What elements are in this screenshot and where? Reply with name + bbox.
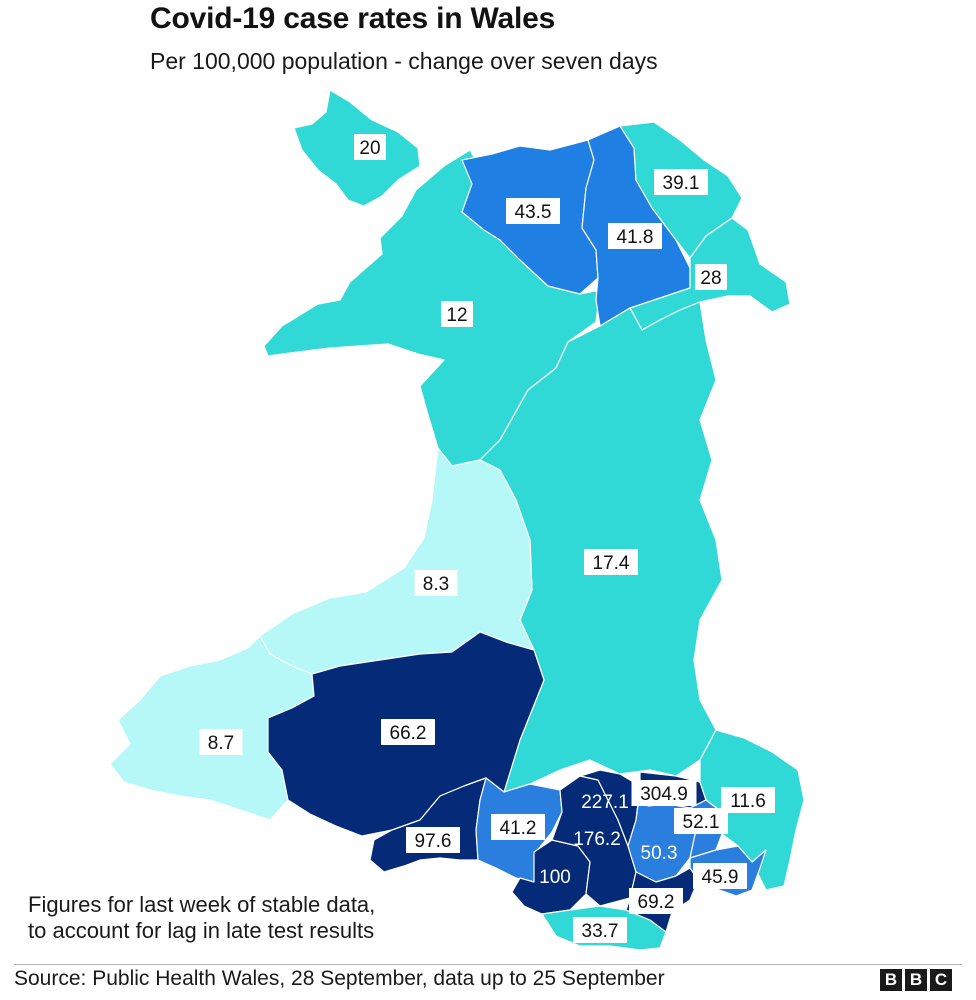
labels-layer: 20 12 43.5 41.8 39.1 28 17.4 8.3 8.7 66.2 97.6 41.2… xyxy=(199,134,775,943)
region-label-flintshire: 39.1 xyxy=(654,169,708,195)
region-label-newport: 45.9 xyxy=(693,863,747,889)
footer-divider xyxy=(14,964,962,965)
region-label-box-swansea xyxy=(406,827,460,853)
region-label-merthyr-tydfil: 227.1 xyxy=(581,792,629,813)
region-label-blaenau-gwent: 304.9 xyxy=(631,780,697,806)
region-value-caerphilly: 50.3 xyxy=(641,843,678,864)
region-value-anglesey: 20 xyxy=(359,138,380,159)
region-label-gwynedd: 12 xyxy=(441,301,473,327)
methodology-note: Figures for last week of stable data, to… xyxy=(28,892,375,944)
region-label-anglesey: 20 xyxy=(354,134,386,160)
region-label-pembrokeshire: 8.7 xyxy=(199,729,243,755)
region-label-rhondda-cynon-taf: 176.2 xyxy=(573,829,621,850)
region-value-powys: 17.4 xyxy=(593,553,630,574)
region-label-conwy: 43.5 xyxy=(506,198,560,224)
region-label-wrexham: 28 xyxy=(695,264,727,290)
region-value-newport: 45.9 xyxy=(702,867,739,888)
region-value-ceredigion: 8.3 xyxy=(423,574,449,595)
region-value-gwynedd: 12 xyxy=(446,305,467,326)
region-value-flintshire: 39.1 xyxy=(663,173,700,194)
note-line-2: to account for lag in late test results xyxy=(28,918,375,943)
region-value-conwy: 43.5 xyxy=(515,202,552,223)
regions-layer xyxy=(109,89,805,951)
bbc-logo-letter-3: C xyxy=(930,969,952,991)
region-label-swansea: 97.6 xyxy=(406,827,460,853)
region-value-torfaen: 52.1 xyxy=(683,812,720,833)
region-label-box-conwy xyxy=(506,198,560,224)
region-value-swansea: 97.6 xyxy=(415,831,452,852)
region-label-box-monmouthshire xyxy=(721,787,775,813)
region-label-ceredigion: 8.3 xyxy=(414,570,458,596)
region-value-pembrokeshire: 8.7 xyxy=(208,733,234,754)
region-value-denbighshire: 41.8 xyxy=(617,227,654,248)
region-label-box-flintshire xyxy=(654,169,708,195)
region-value-monmouthshire: 11.6 xyxy=(730,791,766,812)
region-label-box-vale-of-glamorgan xyxy=(573,917,627,943)
region-label-vale-of-glamorgan: 33.7 xyxy=(573,917,627,943)
map-title: Covid-19 case rates in Wales xyxy=(150,2,556,35)
region-value-vale-of-glamorgan: 33.7 xyxy=(582,921,619,942)
region-value-neath-port-talbot: 41.2 xyxy=(500,818,537,839)
region-label-box-cardiff xyxy=(629,888,683,914)
note-line-1: Figures for last week of stable data, xyxy=(28,892,376,917)
region-label-caerphilly: 50.3 xyxy=(641,843,678,864)
region-label-denbighshire: 41.8 xyxy=(608,223,662,249)
region-value-merthyr-tydfil: 227.1 xyxy=(581,792,629,813)
region-label-box-carmarthenshire xyxy=(381,719,435,745)
region-label-monmouthshire: 11.6 xyxy=(721,787,775,813)
region-value-cardiff: 69.2 xyxy=(638,892,675,913)
region-value-wrexham: 28 xyxy=(700,268,721,289)
region-label-box-powys xyxy=(584,549,638,575)
region-label-box-denbighshire xyxy=(608,223,662,249)
region-label-cardiff: 69.2 xyxy=(629,888,683,914)
region-label-powys: 17.4 xyxy=(584,549,638,575)
region-value-bridgend: 100 xyxy=(539,867,571,888)
region-label-box-newport xyxy=(693,863,747,889)
region-label-carmarthenshire: 66.2 xyxy=(381,719,435,745)
bbc-logo-letter-1: B xyxy=(880,969,902,991)
region-label-bridgend: 100 xyxy=(539,867,571,888)
region-label-box-ceredigion xyxy=(414,570,458,596)
bbc-logo: B B C xyxy=(880,969,952,991)
region-label-box-blaenau-gwent xyxy=(631,780,697,806)
region-value-blaenau-gwent: 304.9 xyxy=(640,784,688,805)
region-label-box-anglesey xyxy=(354,134,386,160)
region-label-neath-port-talbot: 41.2 xyxy=(491,814,545,840)
region-label-box-pembrokeshire xyxy=(199,729,243,755)
source-text: Source: Public Health Wales, 28 Septembe… xyxy=(14,967,665,990)
region-value-rhondda-cynon-taf: 176.2 xyxy=(573,829,621,850)
region-label-box-torfaen xyxy=(674,808,728,834)
region-label-box-gwynedd xyxy=(441,301,473,327)
bbc-logo-letter-2: B xyxy=(905,969,927,991)
region-value-carmarthenshire: 66.2 xyxy=(390,723,427,744)
map-subtitle: Per 100,000 population - change over sev… xyxy=(150,48,658,74)
region-label-torfaen: 52.1 xyxy=(674,808,728,834)
region-label-box-wrexham xyxy=(695,264,727,290)
region-label-box-neath-port-talbot xyxy=(491,814,545,840)
